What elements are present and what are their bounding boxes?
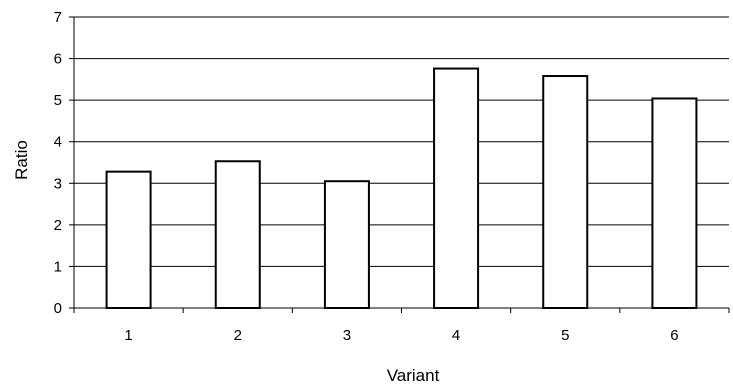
y-tick-labels: 0 1 2 3 4 5 6 7 — [54, 9, 62, 317]
axes — [69, 16, 730, 313]
y-axis-title: Ratio — [12, 140, 31, 180]
bar-3 — [323, 180, 370, 309]
y-tick-label: 7 — [54, 9, 62, 26]
x-tick-labels: 1 2 3 4 5 6 — [124, 327, 678, 344]
bar-4 — [433, 67, 480, 309]
x-tick-label: 6 — [670, 327, 678, 344]
bar-1 — [105, 170, 152, 309]
x-tick-label: 2 — [234, 327, 242, 344]
y-tick-label: 4 — [54, 134, 62, 151]
y-tick-label: 2 — [54, 217, 62, 234]
bars — [105, 67, 698, 310]
x-tick-label: 5 — [561, 327, 569, 344]
x-axis-title: Variant — [387, 366, 440, 385]
bar-5 — [542, 75, 589, 309]
y-tick-label: 6 — [54, 51, 62, 68]
y-tick-label: 5 — [54, 92, 62, 109]
y-tick-label: 3 — [54, 175, 62, 192]
x-tick-label: 3 — [343, 327, 351, 344]
bar-6 — [651, 97, 698, 310]
x-tick-label: 1 — [124, 327, 132, 344]
x-tick-label: 4 — [452, 327, 460, 344]
y-tick-label: 1 — [54, 258, 62, 275]
gridlines — [74, 16, 729, 267]
y-tick-label: 0 — [54, 300, 62, 317]
bar-2 — [214, 160, 261, 309]
